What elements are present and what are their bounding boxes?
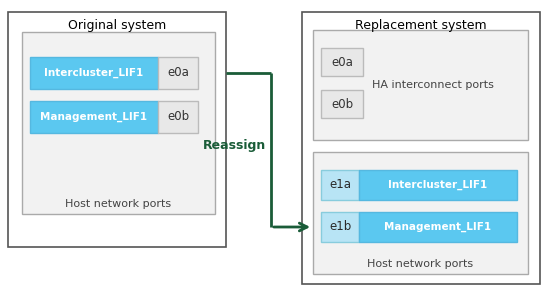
Bar xyxy=(359,212,517,242)
Bar xyxy=(321,90,363,118)
Text: Host network ports: Host network ports xyxy=(367,259,474,269)
Text: Intercluster_LIF1: Intercluster_LIF1 xyxy=(388,180,488,190)
Text: Original system: Original system xyxy=(68,19,166,32)
Bar xyxy=(302,12,540,284)
Bar xyxy=(30,101,158,133)
Bar xyxy=(30,57,158,89)
Bar xyxy=(321,212,359,242)
Bar xyxy=(8,12,226,247)
Bar xyxy=(313,152,528,274)
Bar xyxy=(158,101,198,133)
Text: Management_LIF1: Management_LIF1 xyxy=(41,112,147,122)
Bar xyxy=(158,57,198,89)
Text: Intercluster_LIF1: Intercluster_LIF1 xyxy=(45,68,144,78)
Bar xyxy=(22,32,215,214)
Text: Host network ports: Host network ports xyxy=(65,199,172,209)
Text: e0b: e0b xyxy=(167,111,189,124)
Text: HA interconnect ports: HA interconnect ports xyxy=(372,80,494,90)
Text: e1b: e1b xyxy=(329,220,351,234)
Bar xyxy=(321,48,363,76)
Text: Management_LIF1: Management_LIF1 xyxy=(384,222,492,232)
Bar xyxy=(313,30,528,140)
Bar xyxy=(321,170,359,200)
Text: Reassign: Reassign xyxy=(203,138,266,152)
Text: e1a: e1a xyxy=(329,178,351,191)
Text: e0b: e0b xyxy=(331,98,353,111)
Bar xyxy=(359,170,517,200)
Text: e0a: e0a xyxy=(331,55,353,68)
Text: Replacement system: Replacement system xyxy=(355,19,487,32)
Text: e0a: e0a xyxy=(167,66,189,79)
